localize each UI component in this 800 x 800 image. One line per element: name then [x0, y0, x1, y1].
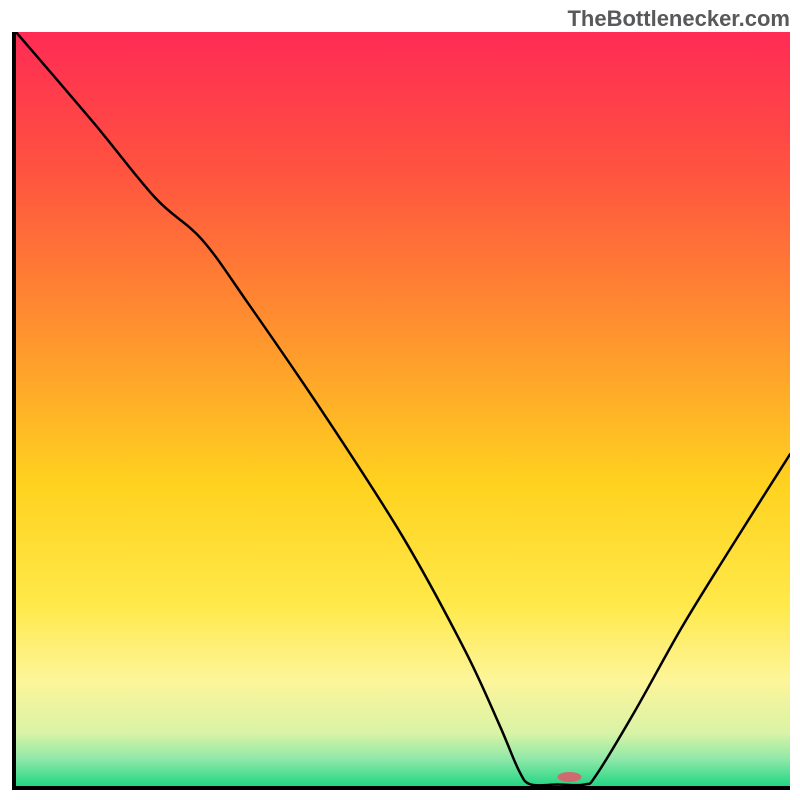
optimal-marker — [557, 772, 581, 782]
bottleneck-curve-chart — [12, 32, 790, 790]
plot-area — [12, 32, 790, 790]
watermark-text: TheBottlenecker.com — [567, 6, 790, 32]
gradient-background — [16, 32, 790, 786]
